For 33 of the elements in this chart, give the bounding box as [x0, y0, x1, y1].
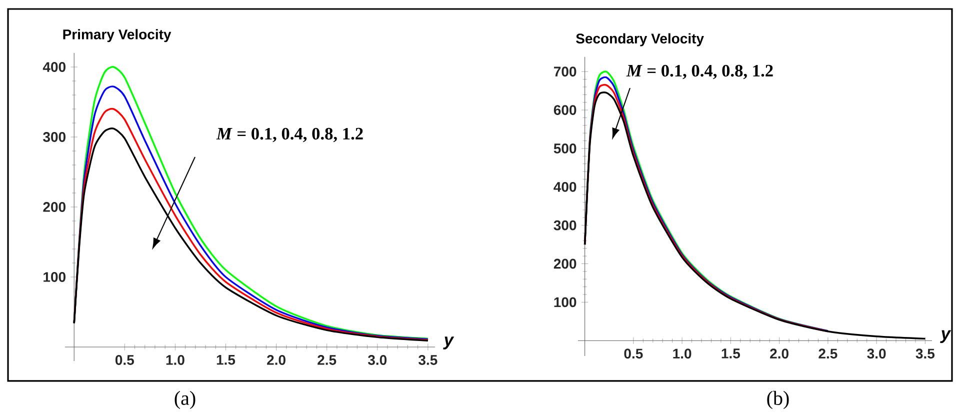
x-tick-label: 2.0: [267, 355, 286, 365]
y-axis-title: Primary Velocity: [63, 29, 172, 42]
x-tick-label: 0.5: [624, 348, 643, 359]
x-tick-label: 1.0: [673, 348, 692, 359]
x-tick-label: 1.5: [216, 355, 236, 365]
y-tick-label: 300: [554, 220, 576, 230]
y-tick-label: 400: [554, 182, 576, 192]
x-tick-label: 1.0: [166, 355, 184, 365]
x-axis-title: y: [940, 330, 952, 343]
y-tick-label: 200: [554, 258, 576, 269]
x-tick-label: 2.5: [818, 348, 838, 359]
x-tick-label: 1.5: [722, 348, 740, 358]
x-tick-label: 3.5: [916, 348, 935, 359]
y-tick-label: 700: [554, 66, 576, 77]
text: (b): [767, 390, 789, 410]
x-axis-title: y: [443, 336, 454, 350]
x-tick-label: 3.0: [368, 355, 387, 365]
y-tick-label: 200: [43, 202, 66, 212]
y-axis-title: Secondary Velocity: [576, 33, 704, 46]
y-tick-label: 600: [554, 105, 576, 115]
y-tick-label: 400: [42, 62, 66, 72]
y-tick-label: 500: [554, 144, 576, 154]
y-tick-label: 100: [554, 297, 576, 308]
y-tick-label: 300: [43, 132, 66, 142]
y-tick-label: 100: [44, 272, 66, 282]
annotation: M = 0.1, 0.4, 0.8, 1.2: [216, 128, 363, 142]
x-tick-label: 3.0: [867, 348, 886, 359]
text: (a): [174, 390, 196, 410]
x-tick-label: 2.5: [318, 355, 336, 365]
x-tick-label: 2.0: [770, 348, 788, 359]
x-tick-label: 0.5: [115, 355, 134, 365]
annotation: M = 0.1, 0.4, 0.8, 1.2: [626, 64, 773, 80]
x-tick-label: 3.5: [418, 355, 438, 365]
